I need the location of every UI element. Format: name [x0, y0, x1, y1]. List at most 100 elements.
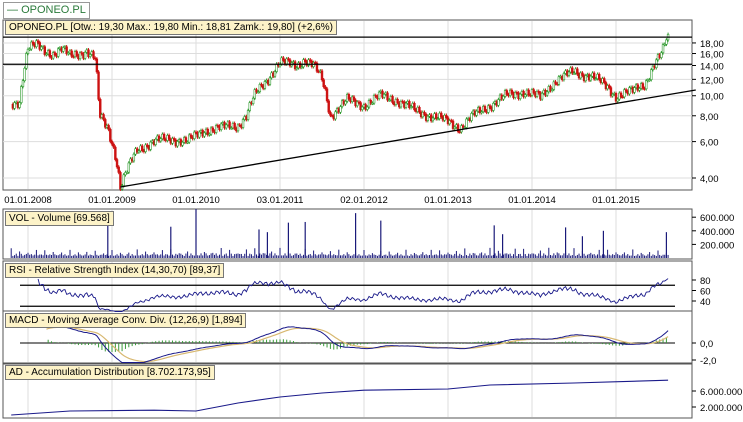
candle	[203, 132, 206, 137]
candle	[253, 89, 256, 99]
x-tick-label: 02.01.2012	[340, 195, 388, 206]
candle	[43, 46, 47, 55]
candle	[260, 84, 263, 86]
candle	[241, 119, 245, 128]
candle	[127, 162, 131, 173]
candle	[184, 137, 188, 143]
candle	[616, 98, 619, 102]
candle	[83, 51, 87, 59]
candle	[614, 93, 618, 102]
candle	[302, 59, 305, 68]
candle	[497, 99, 500, 106]
candle	[298, 62, 302, 68]
candle	[478, 107, 482, 114]
candle	[293, 61, 297, 70]
candle	[377, 91, 381, 100]
candle	[645, 80, 648, 90]
candle	[356, 101, 359, 107]
candle	[665, 39, 668, 45]
volume-panel-title: VOL - Volume [69.568]	[5, 211, 114, 226]
candle	[456, 124, 460, 132]
legend-label: OPONEO.PL	[21, 4, 86, 16]
y-tick-label: 10,00	[700, 92, 724, 103]
candle	[99, 99, 102, 118]
y-tick-label: 80	[700, 276, 711, 287]
candle	[361, 106, 364, 111]
candle	[436, 118, 440, 120]
candle	[176, 141, 179, 147]
x-tick-label: 01.01.2013	[424, 195, 472, 206]
rsi-line	[37, 278, 669, 312]
candle	[408, 101, 411, 108]
candle	[623, 89, 626, 98]
candle	[282, 57, 285, 61]
candle	[352, 96, 356, 101]
candle	[132, 153, 136, 162]
candle	[141, 145, 144, 151]
candle	[273, 71, 277, 77]
candle	[322, 79, 325, 88]
candle	[172, 138, 176, 141]
candle	[92, 51, 95, 59]
candle	[324, 86, 327, 90]
candle	[440, 112, 443, 118]
candle	[26, 48, 30, 54]
candle	[567, 71, 571, 76]
candle	[230, 127, 233, 130]
candle	[117, 166, 120, 173]
candle	[413, 103, 416, 111]
macd-signal-line	[46, 326, 669, 363]
candle	[45, 53, 48, 56]
candle	[102, 114, 105, 120]
candle	[268, 77, 272, 85]
candle	[603, 78, 606, 83]
macd-panel-title: MACD - Moving Average Conv. Div. (12,26,…	[5, 313, 247, 328]
candle	[300, 66, 304, 69]
candle	[307, 59, 310, 66]
candle	[23, 67, 26, 81]
candle	[35, 40, 38, 48]
candle	[423, 111, 426, 115]
candle	[154, 138, 157, 145]
candle	[109, 129, 112, 142]
candle	[122, 174, 125, 187]
candle	[125, 171, 129, 174]
candle	[557, 76, 561, 85]
candle	[124, 172, 127, 176]
candle	[571, 67, 574, 74]
legend[interactable]: — OPONEO.PL	[3, 2, 90, 19]
candle	[367, 100, 371, 108]
candle	[369, 100, 372, 104]
candle	[396, 98, 399, 103]
candle	[535, 90, 539, 97]
candle	[30, 41, 33, 50]
candle	[256, 91, 260, 93]
candle	[552, 81, 556, 90]
candle	[320, 70, 324, 81]
candle	[104, 119, 107, 128]
x-tick-label: 01.01.2010	[172, 195, 220, 206]
candle	[562, 73, 566, 81]
candle	[18, 102, 21, 108]
candle	[344, 101, 347, 105]
candle	[211, 127, 214, 132]
candle	[505, 90, 508, 95]
x-tick-label: 01.01.2008	[4, 195, 52, 206]
candle	[409, 106, 413, 108]
candle	[661, 44, 665, 54]
candle	[48, 50, 52, 58]
rsi-panel-title: RSI - Relative Strength Index (14,30,70)…	[5, 263, 225, 278]
y-tick-label: 6.000.000	[700, 387, 742, 398]
candle	[480, 111, 483, 114]
candle	[359, 102, 362, 111]
x-tick-label: 01.01.2014	[508, 195, 556, 206]
candle	[80, 52, 83, 55]
candle	[171, 138, 174, 144]
candle	[487, 105, 490, 113]
candle	[21, 80, 25, 87]
candle	[114, 146, 117, 160]
candle	[576, 68, 579, 75]
trend-line	[120, 89, 696, 188]
candle	[189, 134, 193, 138]
